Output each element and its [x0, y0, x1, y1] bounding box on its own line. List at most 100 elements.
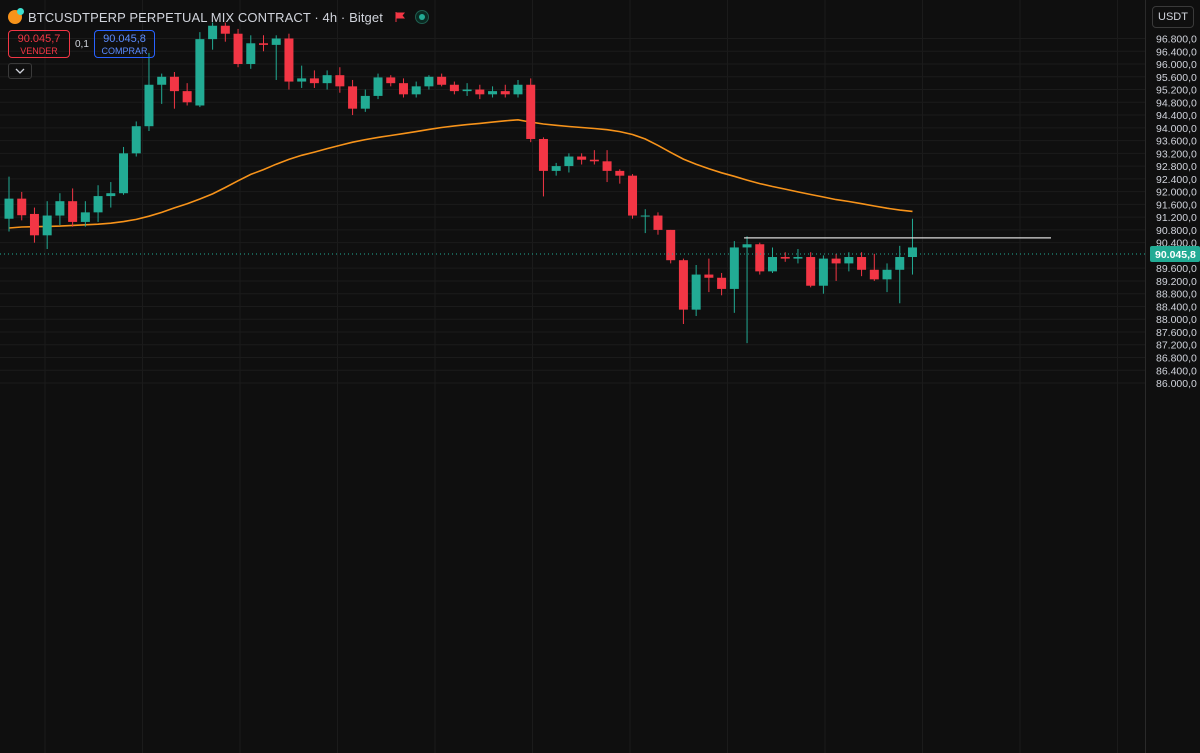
candle-body — [42, 215, 52, 236]
symbol-title[interactable]: BTCUSDTPERP PERPETUAL MIX CONTRACT · 4h … — [28, 9, 383, 25]
candle-body — [602, 161, 612, 171]
candle[interactable] — [818, 255, 828, 294]
candle[interactable] — [449, 81, 459, 95]
candle[interactable] — [284, 33, 294, 90]
candle[interactable] — [259, 35, 268, 52]
candle[interactable] — [335, 67, 345, 93]
candle[interactable] — [424, 75, 434, 90]
candle[interactable] — [551, 162, 561, 176]
candle[interactable] — [513, 79, 523, 98]
candle-body — [717, 277, 727, 289]
candle[interactable] — [411, 81, 421, 98]
candle[interactable] — [907, 218, 917, 275]
y-tick-label: 94.000,0 — [1156, 123, 1197, 135]
candle[interactable] — [309, 70, 319, 88]
candle[interactable] — [80, 201, 90, 227]
candle[interactable] — [373, 73, 383, 100]
moving-average — [8, 118, 913, 229]
last-price-badge — [1150, 245, 1200, 262]
candle[interactable] — [602, 150, 612, 183]
candle[interactable] — [462, 83, 472, 96]
candle[interactable] — [691, 264, 701, 317]
candle[interactable] — [322, 70, 332, 90]
candle[interactable] — [640, 209, 650, 234]
chart-legend-header: BTCUSDTPERP PERPETUAL MIX CONTRACT · 4h … — [8, 6, 429, 28]
candle[interactable] — [895, 245, 905, 304]
candle[interactable] — [589, 150, 599, 165]
candle[interactable] — [475, 84, 485, 100]
candle[interactable] — [780, 252, 790, 262]
candle[interactable] — [653, 212, 663, 235]
candle[interactable] — [857, 252, 867, 277]
candle[interactable] — [233, 28, 243, 68]
candle[interactable] — [678, 258, 688, 325]
collapse-legend-button[interactable] — [8, 63, 32, 79]
candle[interactable] — [628, 174, 638, 219]
candle[interactable] — [182, 83, 192, 106]
candle[interactable] — [488, 86, 498, 98]
candle[interactable] — [844, 252, 854, 272]
candle[interactable] — [666, 229, 676, 264]
y-tick-label: 87.200,0 — [1156, 340, 1197, 352]
candle-body — [615, 170, 625, 176]
candle[interactable] — [793, 249, 803, 264]
sell-button[interactable]: 90.045,7 VENDER — [8, 30, 70, 58]
candle[interactable] — [348, 79, 358, 116]
candle[interactable] — [271, 35, 281, 80]
candle[interactable] — [220, 22, 230, 42]
candle[interactable] — [93, 185, 103, 222]
candle[interactable] — [882, 263, 892, 293]
candle-body — [195, 39, 205, 106]
candle[interactable] — [564, 153, 574, 173]
candle[interactable] — [55, 193, 65, 226]
candle[interactable] — [437, 73, 447, 87]
candle[interactable] — [831, 253, 841, 281]
candle[interactable] — [704, 258, 714, 293]
candle[interactable] — [386, 75, 396, 87]
candle[interactable] — [17, 191, 27, 221]
candle[interactable] — [157, 73, 167, 104]
horizontal-line-drawing[interactable] — [0, 237, 1145, 255]
candle[interactable] — [398, 78, 408, 98]
candle[interactable] — [68, 188, 78, 227]
candle-body — [488, 91, 498, 95]
candle[interactable] — [806, 252, 816, 288]
candle[interactable] — [119, 146, 129, 195]
candle-body — [577, 156, 587, 160]
candle[interactable] — [742, 236, 752, 344]
buy-button[interactable]: 90.045,8 COMPRAR — [94, 30, 155, 58]
price-axis[interactable]: 86.000,086.400,086.800,087.200,087.600,0… — [1145, 0, 1200, 753]
candle[interactable] — [577, 153, 587, 165]
candle[interactable] — [42, 201, 52, 250]
candle[interactable] — [615, 169, 625, 184]
candle[interactable] — [131, 121, 141, 157]
candle[interactable] — [768, 247, 777, 273]
candle[interactable] — [208, 22, 218, 50]
candle[interactable] — [360, 89, 370, 112]
candle[interactable] — [297, 65, 307, 88]
candle[interactable] — [4, 176, 14, 232]
candle-body — [246, 43, 256, 65]
candle[interactable] — [755, 242, 765, 275]
flag-icon[interactable] — [395, 12, 405, 22]
market-status-icon[interactable] — [414, 10, 429, 24]
candle[interactable] — [195, 32, 205, 108]
currency-select[interactable]: USDT — [1152, 6, 1194, 28]
candle[interactable] — [729, 241, 739, 313]
candle[interactable] — [106, 182, 116, 208]
candle[interactable] — [538, 137, 548, 197]
candle[interactable] — [144, 52, 154, 132]
candle[interactable] — [717, 272, 727, 296]
candle-body — [462, 89, 472, 92]
candle[interactable] — [500, 84, 510, 98]
candles[interactable] — [4, 22, 917, 344]
candle[interactable] — [246, 35, 256, 69]
candle[interactable] — [526, 78, 536, 143]
y-tick-label: 93.200,0 — [1156, 148, 1197, 160]
candle[interactable] — [29, 207, 39, 243]
candle[interactable] — [169, 71, 179, 109]
candle[interactable] — [869, 253, 879, 281]
bitcoin-symbol-icon — [8, 8, 24, 24]
candle-body — [628, 175, 638, 216]
